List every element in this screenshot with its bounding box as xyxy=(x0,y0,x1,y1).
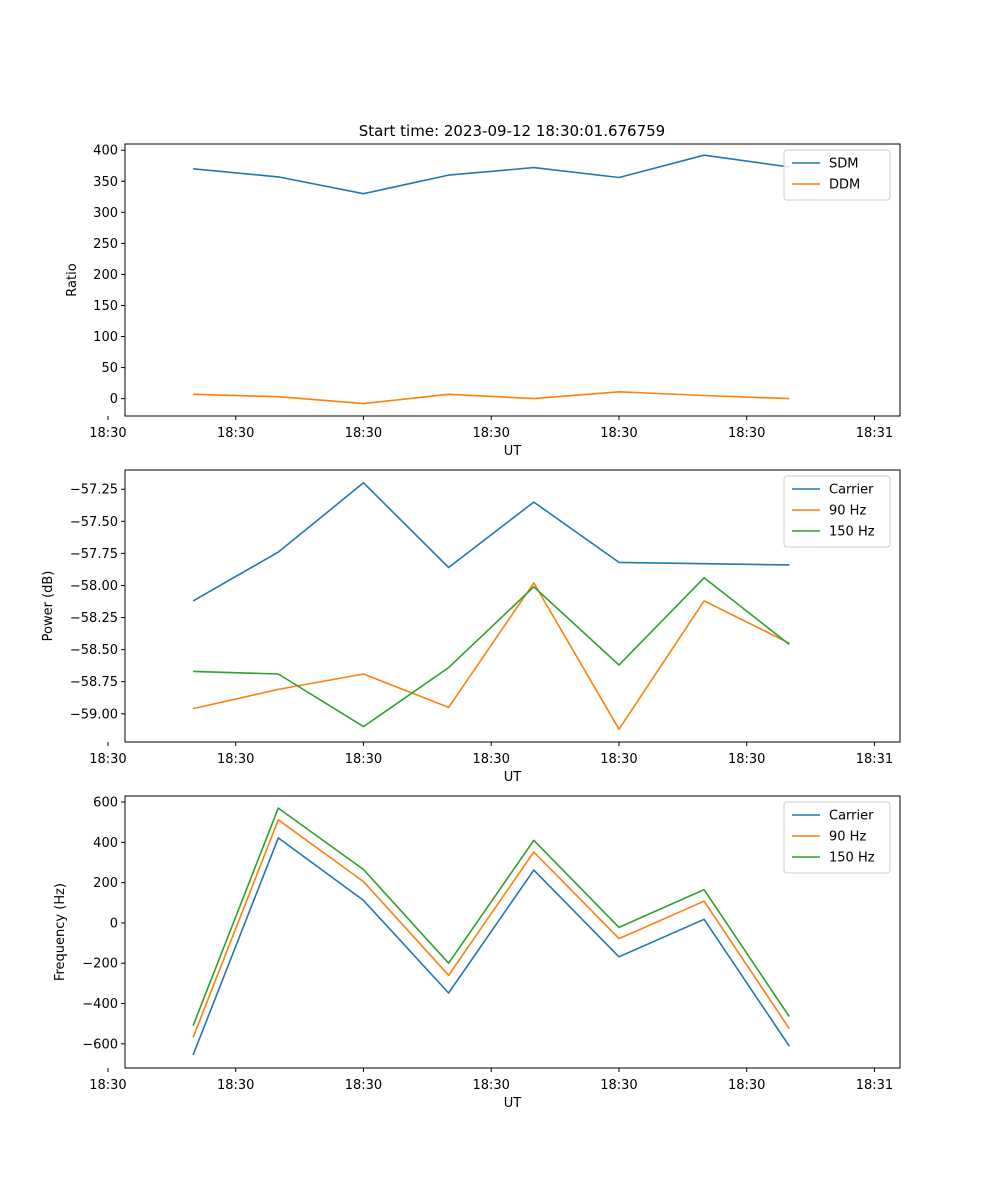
y-tick-label: 250 xyxy=(93,237,118,252)
legend-label: SDM xyxy=(829,157,858,172)
x-tick-label: 18:30 xyxy=(472,426,509,441)
x-tick-label: 18:30 xyxy=(600,426,637,441)
y-tick-label: 50 xyxy=(101,361,118,376)
x-tick-label: 18:30 xyxy=(600,1078,637,1093)
y-tick-label: −57.25 xyxy=(70,483,118,498)
x-tick-label: 18:30 xyxy=(217,1078,254,1093)
legend-box xyxy=(783,475,891,548)
frequency-panel: −600 −400 −200 0 200 400 600 18:30 18:30 18:30 18:… xyxy=(53,795,901,1111)
x-tick-label: 18:30 xyxy=(89,752,126,767)
legend: Carrier 90 Hz 150 Hz xyxy=(783,475,891,548)
plot-frame xyxy=(124,795,901,1069)
x-tick-label: 18:30 xyxy=(728,426,765,441)
x-tick-label: 18:31 xyxy=(856,1078,893,1093)
legend: SDM DDM xyxy=(783,149,891,201)
x-axis-label: UT xyxy=(504,770,522,785)
y-tick-label: −600 xyxy=(82,1037,118,1052)
y-tick-label: −58.00 xyxy=(70,579,118,594)
x-tick-label: 18:30 xyxy=(472,1078,509,1093)
x-tick-label: 18:30 xyxy=(345,426,382,441)
figure-title: Start time: 2023-09-12 18:30:01.676759 xyxy=(359,122,665,140)
legend-label: 90 Hz xyxy=(829,504,866,519)
y-tick-label: 100 xyxy=(93,330,118,345)
y-tick-label: 200 xyxy=(93,876,118,891)
y-tick-label: 600 xyxy=(93,796,118,811)
y-tick-label: 0 xyxy=(110,916,118,931)
y-tick-label: 400 xyxy=(93,144,118,159)
y-tick-label: −59.00 xyxy=(70,707,118,722)
x-axis-label: UT xyxy=(504,444,522,459)
x-tick-label: 18:31 xyxy=(856,426,893,441)
series-line-150-hz xyxy=(193,576,790,728)
x-tick-label: 18:30 xyxy=(728,1078,765,1093)
x-axis-label: UT xyxy=(504,1096,522,1111)
power-panel: −59.00 −58.75 −58.50 −58.25 −58.00 −57.75 −57.… xyxy=(41,469,901,785)
series-line-carrier xyxy=(192,837,790,1056)
series-line-ddm xyxy=(193,390,790,405)
y-tick-label: −57.75 xyxy=(70,547,118,562)
y-tick-label: −58.25 xyxy=(70,611,118,626)
y-axis-label: Frequency (Hz) xyxy=(53,883,68,981)
x-tick-label: 18:30 xyxy=(345,1078,382,1093)
y-tick-label: 200 xyxy=(93,268,118,283)
x-tick-label: 18:30 xyxy=(728,752,765,767)
y-tick-label: 400 xyxy=(93,836,118,851)
y-axis-label: Power (dB) xyxy=(41,571,56,642)
y-tick-label: 300 xyxy=(93,206,118,221)
x-tick-label: 18:30 xyxy=(472,752,509,767)
y-tick-label: 150 xyxy=(93,299,118,314)
series-line-carrier xyxy=(192,481,790,602)
y-tick-label: −58.75 xyxy=(70,675,118,690)
legend-label: 150 Hz xyxy=(829,851,875,866)
series-line-90-hz xyxy=(192,818,790,1038)
x-tick-label: 18:30 xyxy=(89,1078,126,1093)
y-axis-label: Ratio xyxy=(65,263,80,296)
y-tick-label: 0 xyxy=(110,392,118,407)
legend-box xyxy=(783,801,891,874)
plot-frame xyxy=(124,469,901,743)
y-tick-label: −200 xyxy=(82,957,118,972)
legend-label: 90 Hz xyxy=(829,830,866,845)
ratio-panel: 0 50 100 150 200 250 300 350 400 18:30 18:30 18:30 1… xyxy=(65,143,901,459)
series-line-sdm xyxy=(193,154,790,195)
legend-label: Carrier xyxy=(829,483,874,498)
y-tick-label: −58.50 xyxy=(70,643,118,658)
y-tick-label: −57.50 xyxy=(70,515,118,530)
series-line-150-hz xyxy=(192,807,790,1026)
legend-label: DDM xyxy=(829,178,860,193)
x-tick-label: 18:31 xyxy=(856,752,893,767)
x-tick-label: 18:30 xyxy=(89,426,126,441)
series-line-90-hz xyxy=(192,582,790,731)
x-tick-label: 18:30 xyxy=(600,752,637,767)
legend-label: 150 Hz xyxy=(829,525,875,540)
y-tick-label: −400 xyxy=(82,997,118,1012)
legend: Carrier 90 Hz 150 Hz xyxy=(783,801,891,874)
plot-frame xyxy=(124,143,901,417)
y-tick-label: 350 xyxy=(93,175,118,190)
x-tick-label: 18:30 xyxy=(345,752,382,767)
x-tick-label: 18:30 xyxy=(217,426,254,441)
x-tick-label: 18:30 xyxy=(217,752,254,767)
legend-label: Carrier xyxy=(829,809,874,824)
